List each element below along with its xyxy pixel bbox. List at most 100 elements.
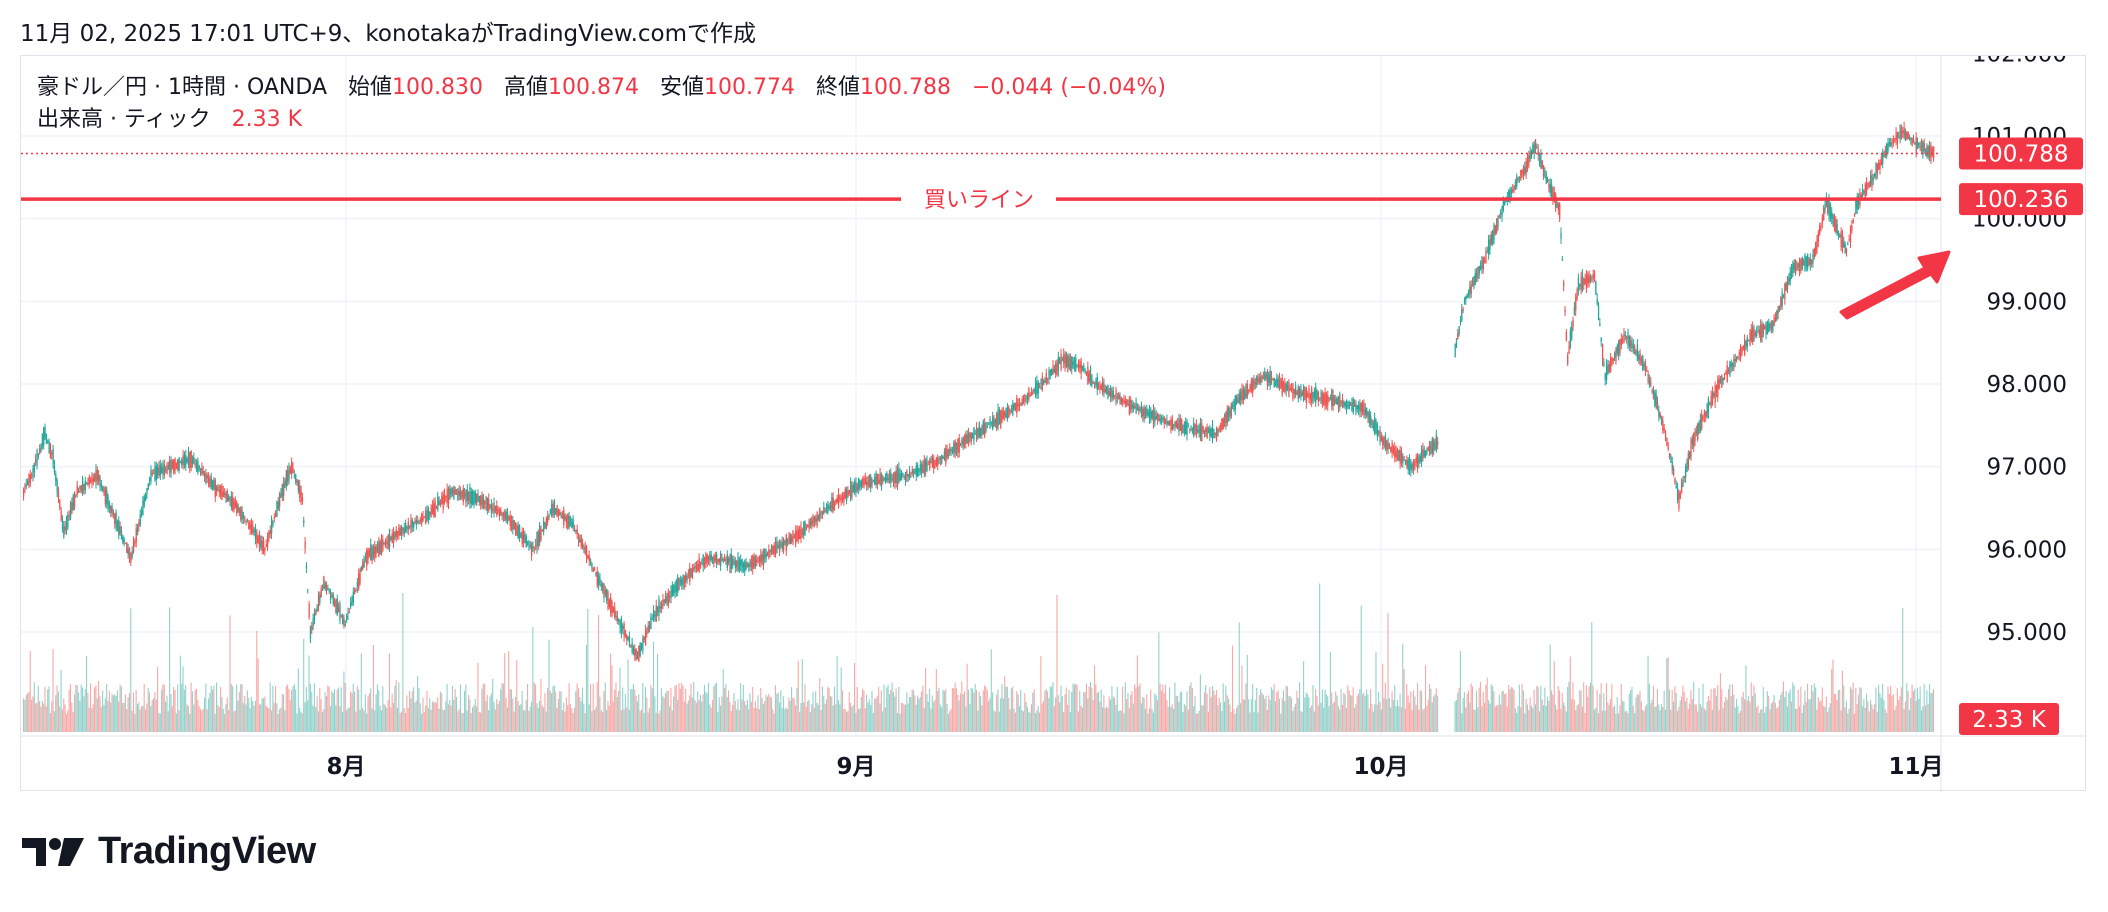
volume-bar bbox=[880, 690, 882, 732]
volume-bar bbox=[1189, 685, 1191, 732]
candle-body bbox=[407, 521, 409, 530]
volume-bar bbox=[1114, 697, 1116, 732]
candle-body bbox=[977, 428, 979, 436]
volume-bar bbox=[805, 706, 807, 732]
volume-bar bbox=[799, 712, 801, 732]
candle-body bbox=[260, 535, 262, 548]
volume-bar bbox=[1922, 706, 1924, 732]
arrow-annotation[interactable] bbox=[1839, 250, 1951, 320]
candle-body bbox=[1422, 448, 1424, 459]
volume-bar bbox=[1615, 713, 1617, 732]
candle-body bbox=[1407, 459, 1409, 471]
candle-body bbox=[265, 544, 267, 547]
volume-bar bbox=[1093, 665, 1096, 732]
volume-bar bbox=[639, 710, 641, 732]
volume-bar bbox=[225, 704, 227, 732]
candle-body bbox=[73, 492, 76, 507]
candle-body bbox=[107, 496, 109, 508]
volume-bar bbox=[882, 711, 884, 732]
candle-body bbox=[297, 480, 300, 492]
candle-body bbox=[1623, 333, 1625, 344]
candle-body bbox=[333, 601, 336, 606]
volume-bar bbox=[1923, 683, 1925, 732]
candle-body bbox=[1655, 394, 1657, 409]
candle-body bbox=[1823, 207, 1825, 221]
candle-body bbox=[1049, 370, 1052, 376]
volume-bar bbox=[301, 713, 303, 732]
candle-body bbox=[571, 521, 573, 528]
volume-bar bbox=[1209, 687, 1211, 732]
candle-body bbox=[354, 590, 356, 594]
volume-bar bbox=[874, 698, 876, 732]
volume-bar bbox=[92, 704, 94, 732]
candle-body bbox=[395, 529, 397, 538]
candle-body bbox=[725, 560, 727, 562]
volume-bar bbox=[153, 698, 155, 732]
volume-bar bbox=[1580, 690, 1582, 732]
volume-bar bbox=[656, 653, 659, 732]
candle-body bbox=[179, 461, 182, 463]
candle-body bbox=[1416, 454, 1419, 468]
candle-body bbox=[849, 482, 852, 499]
candle-body bbox=[585, 546, 588, 558]
volume-bar bbox=[926, 693, 928, 732]
candle-body bbox=[1320, 391, 1322, 405]
candle-body bbox=[862, 478, 864, 486]
chart-frame[interactable]: 102.000101.000100.00099.00098.00097.0009… bbox=[20, 55, 2087, 792]
candle-body bbox=[1079, 364, 1081, 369]
candle-body bbox=[587, 555, 589, 559]
volume-bar bbox=[513, 711, 515, 732]
volume-bar bbox=[1367, 694, 1369, 732]
candle-body bbox=[1140, 406, 1143, 417]
candle-body bbox=[640, 646, 643, 649]
volume-bar bbox=[1033, 689, 1035, 732]
candle-body bbox=[1796, 266, 1798, 270]
candle-body bbox=[1383, 437, 1385, 446]
candle-body bbox=[797, 529, 800, 540]
candle-body bbox=[855, 482, 857, 492]
volume-bar bbox=[1008, 697, 1010, 732]
volume-bar bbox=[1160, 690, 1163, 732]
volume-bar bbox=[1118, 711, 1120, 732]
candle-body bbox=[1379, 431, 1381, 443]
symbol-label[interactable]: 豪ドル／円 · 1時間 · OANDA bbox=[37, 75, 327, 100]
candle-body bbox=[828, 505, 830, 509]
volume-bar bbox=[238, 691, 240, 732]
candle-body bbox=[521, 531, 523, 544]
candle-body bbox=[724, 559, 726, 561]
volume-bar bbox=[746, 699, 748, 732]
candle-body bbox=[750, 561, 753, 568]
volume-bar bbox=[1308, 697, 1310, 732]
candle-body bbox=[659, 606, 661, 609]
volume-bar bbox=[25, 695, 27, 732]
volume-bar bbox=[407, 707, 409, 732]
volume-bar bbox=[161, 689, 163, 732]
volume-bar bbox=[451, 685, 454, 732]
volume-bar bbox=[1210, 697, 1212, 732]
candle-body bbox=[45, 434, 48, 444]
volume-bar bbox=[592, 683, 594, 732]
volume-bar bbox=[904, 704, 907, 732]
tradingview-logo[interactable]: TradingView bbox=[22, 830, 316, 873]
candle-body bbox=[463, 493, 466, 497]
volume-bar bbox=[1853, 713, 1856, 732]
volume-bar bbox=[245, 704, 247, 732]
volume-bar bbox=[789, 700, 791, 732]
candle-body bbox=[435, 507, 438, 509]
candle-body bbox=[303, 520, 305, 524]
volume-bar bbox=[849, 702, 852, 732]
candle-body bbox=[1406, 460, 1408, 467]
candle-body bbox=[733, 561, 735, 563]
volume-bar bbox=[159, 713, 161, 732]
volume-bar bbox=[1912, 691, 1914, 732]
candle-body bbox=[1382, 437, 1384, 445]
volume-label[interactable]: 出来高 · ティック bbox=[37, 107, 211, 132]
candle-body bbox=[59, 499, 61, 509]
price-chart[interactable]: 102.000101.000100.00099.00098.00097.0009… bbox=[21, 56, 2087, 792]
candle-body bbox=[607, 592, 609, 610]
volume-bar bbox=[279, 709, 281, 732]
volume-bar bbox=[1719, 673, 1721, 732]
open-value: 100.830 bbox=[392, 75, 483, 100]
candle-body bbox=[934, 462, 936, 464]
volume-bar bbox=[394, 685, 396, 732]
